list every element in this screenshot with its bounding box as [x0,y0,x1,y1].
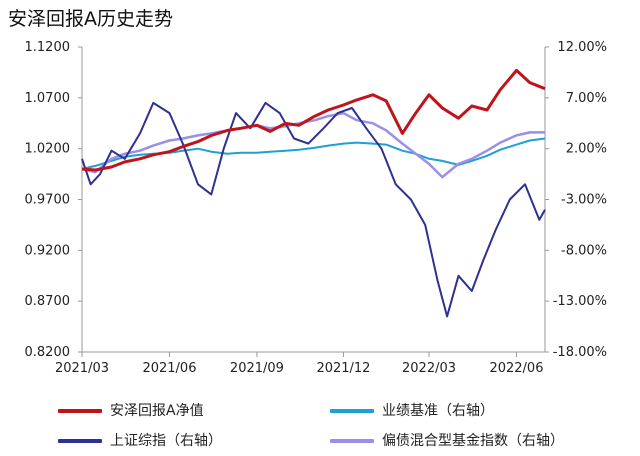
legend-item-bond-index: 偏债混合型基金指数（右轴） [330,430,564,450]
y-left-tick-label: 1.0200 [25,142,71,157]
y-left-tick-label: 0.8200 [25,345,71,360]
y-right-tick-label: -18.00% [553,345,607,360]
y-right-tick-label: 7.00% [566,91,607,106]
y-right-tick-label: 2.00% [566,142,607,157]
y-left-tick-label: 0.9700 [25,193,71,208]
legend-swatch-benchmark [330,409,374,413]
legend-swatch-bond-index [330,439,374,443]
y-right-tick-label: -8.00% [561,243,607,258]
x-tick-label: 2021/12 [316,361,370,376]
bond-fund-index-line [81,111,545,179]
legend-swatch-shanghai [58,439,102,443]
legend-label-nav: 安泽回报A净值 [110,403,204,419]
y-left-tick-label: 1.0700 [25,91,71,106]
benchmark-line [81,137,546,170]
legend-label-benchmark: 业绩基准（右轴） [382,403,494,419]
shanghai-index-line [81,101,546,318]
y-right-tick-label: 12.00% [557,40,607,55]
chart-plot: 1.1200 1.0700 1.0200 0.9700 0.9200 0.8700 0.82… [25,40,608,376]
y-left-tick-label: 0.9200 [25,243,71,258]
chart-title: 安泽回报A历史走势 [8,8,173,30]
legend-item-nav: 安泽回报A净值 [58,400,204,420]
series-lines [81,68,546,318]
x-tick-label: 2022/03 [402,361,456,376]
x-tick-label: 2021/03 [55,361,109,376]
x-tick-label: 2021/09 [230,361,284,376]
legend-item-benchmark: 业绩基准（右轴） [330,400,494,420]
x-tick-label: 2022/06 [489,361,543,376]
legend-item-shanghai: 上证综指（右轴） [58,430,222,450]
legend-label-shanghai: 上证综指（右轴） [110,433,222,449]
legend: 安泽回报A净值 业绩基准（右轴） 上证综指（右轴） 偏债混合型基金指数（右轴） [0,392,640,456]
y-right-tick-label: -3.00% [561,193,607,208]
x-tick-labels: 2021/03 2021/06 2021/09 2021/12 2022/03 2022/… [55,361,543,376]
y-left-tick-label: 1.1200 [25,40,71,55]
y-left-tick-labels: 1.1200 1.0700 1.0200 0.9700 0.9200 0.8700 0.82… [25,40,71,360]
x-tick-label: 2021/06 [142,361,196,376]
axes [78,46,549,357]
y-left-tick-label: 0.8700 [25,294,71,309]
y-right-tick-label: -13.00% [553,294,607,309]
y-right-tick-labels: 12.00% 7.00% 2.00% -3.00% -8.00% -13.00% -18.0… [553,40,607,360]
legend-swatch-nav [58,409,102,413]
nav-line [81,68,546,172]
legend-label-bond-index: 偏债混合型基金指数（右轴） [382,433,564,449]
